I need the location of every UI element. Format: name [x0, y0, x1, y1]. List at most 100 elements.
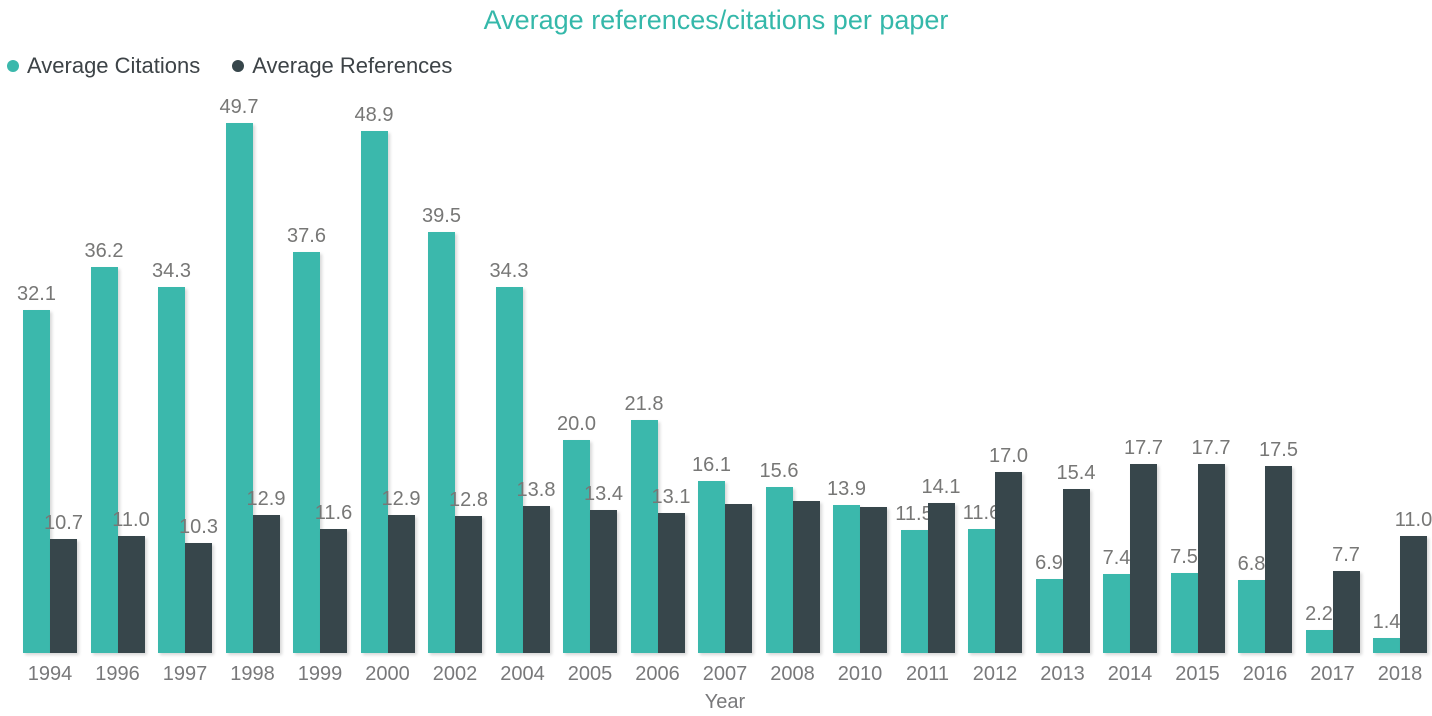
citations-bar-1999[interactable]: 37.6 — [287, 226, 326, 653]
legend-item-label: Average Citations — [27, 53, 201, 78]
legend-dot-icon — [232, 60, 245, 72]
bar-group-2006: 21.8 13.1 — [625, 394, 690, 653]
data-label: 21.8 — [624, 393, 664, 415]
data-label: 11.6 — [962, 502, 1001, 524]
bar-group-1997: 34.3 10.3 — [152, 261, 218, 653]
citations-bar-2018[interactable]: 1.4 — [1373, 612, 1400, 653]
legend-item-average-references[interactable]: Average References — [232, 53, 452, 79]
citations-bar-1996[interactable]: 36.2 — [85, 241, 123, 653]
data-label: 2.2 — [1305, 603, 1333, 625]
plot-area: 32.1 10.7 36.2 11.0 34.3 10.3 49.7 12.9 37.6 11.6… — [17, 93, 1432, 653]
data-label: 1.4 — [1372, 611, 1401, 633]
bar-group-2007: 16.1 — [692, 455, 752, 653]
x-tick-2017: 2017 — [1310, 663, 1355, 685]
data-label: 17.5 — [1259, 439, 1298, 461]
citations-bar-1998[interactable]: 49.7 — [220, 97, 258, 653]
citations-bar-2002[interactable]: 39.5 — [422, 206, 461, 653]
legend-item-label: Average References — [252, 53, 453, 78]
data-label: 12.8 — [449, 489, 488, 511]
bar-group-2010: 13.9 — [827, 479, 887, 653]
data-label: 16.1 — [692, 454, 731, 476]
citations-bar-2010[interactable]: 13.9 — [827, 479, 866, 653]
references-bar-1994[interactable]: 10.7 — [44, 513, 83, 653]
citations-bar-2013[interactable]: 6.9 — [1035, 553, 1063, 653]
references-bar-2017[interactable]: 7.7 — [1332, 545, 1360, 653]
references-bar-2014[interactable]: 17.7 — [1124, 438, 1163, 653]
references-bar-2005[interactable]: 13.4 — [584, 484, 623, 653]
bar-group-1996: 36.2 11.0 — [85, 241, 150, 653]
data-label: 6.8 — [1237, 553, 1266, 575]
references-bar-2008[interactable] — [792, 501, 820, 653]
citations-bar-2017[interactable]: 2.2 — [1305, 604, 1333, 653]
references-bar-2006[interactable]: 13.1 — [652, 487, 690, 653]
data-label: 11.5 — [895, 503, 933, 525]
legend-dot-icon — [7, 60, 19, 72]
references-bar-2018[interactable]: 11.0 — [1395, 510, 1432, 653]
references-bar-2010[interactable] — [860, 507, 887, 653]
data-label: 10.7 — [44, 512, 83, 534]
references-bar-2015[interactable]: 17.7 — [1192, 438, 1230, 653]
citations-bar-2014[interactable]: 7.4 — [1103, 548, 1130, 653]
x-tick-1994: 1994 — [27, 663, 73, 685]
x-tick-2005: 2005 — [567, 663, 613, 685]
bar-group-1994: 32.1 10.7 — [17, 284, 83, 653]
x-tick-2002: 2002 — [432, 663, 478, 685]
data-label: 7.5 — [1170, 546, 1198, 568]
citations-bar-2011[interactable]: 11.5 — [895, 504, 933, 653]
x-tick-2007: 2007 — [702, 663, 748, 685]
data-label: 6.9 — [1035, 552, 1063, 574]
x-tick-2013: 2013 — [1040, 663, 1085, 685]
x-tick-2014: 2014 — [1107, 663, 1153, 685]
bar-group-1999: 37.6 11.6 — [287, 226, 352, 653]
citations-bar-2005[interactable]: 20.0 — [557, 414, 596, 653]
citations-bar-2000[interactable]: 48.9 — [355, 105, 393, 653]
data-label: 36.2 — [84, 240, 124, 262]
citations-bar-2006[interactable]: 21.8 — [625, 394, 663, 653]
citations-bar-2012[interactable]: 11.6 — [963, 503, 1000, 653]
x-tick-2018: 2018 — [1377, 663, 1423, 685]
references-bar-1996[interactable]: 11.0 — [112, 510, 150, 653]
x-tick-1999: 1999 — [297, 663, 343, 685]
references-bar-2007[interactable] — [725, 504, 752, 653]
x-tick-2006: 2006 — [635, 663, 680, 685]
data-label: 34.3 — [152, 260, 191, 282]
references-bar-2000[interactable]: 12.9 — [382, 489, 420, 653]
citations-bar-2016[interactable]: 6.8 — [1238, 554, 1265, 653]
references-bar-2012[interactable]: 17.0 — [989, 446, 1028, 653]
data-label: 15.6 — [759, 460, 799, 482]
data-label: 7.7 — [1332, 544, 1360, 566]
data-label: 20.0 — [557, 413, 596, 435]
citations-bar-2008[interactable]: 15.6 — [760, 461, 798, 653]
x-axis: 1994 1996 1997 1998 1999 2000 2002 2004 2005 2006… — [23, 663, 1427, 686]
data-label: 32.1 — [17, 283, 56, 305]
data-label: 39.5 — [422, 205, 461, 227]
citations-bar-1997[interactable]: 34.3 — [152, 261, 191, 653]
data-label: 17.0 — [989, 445, 1028, 467]
references-bar-2013[interactable]: 15.4 — [1057, 463, 1095, 653]
references-bar-2016[interactable]: 17.5 — [1259, 440, 1298, 653]
bar-group-1998: 49.7 12.9 — [220, 97, 285, 653]
legend-item-average-citations[interactable]: Average Citations — [7, 53, 200, 79]
citations-bar-2015[interactable]: 7.5 — [1170, 547, 1198, 653]
data-label: 48.9 — [354, 104, 394, 126]
references-bar-1998[interactable]: 12.9 — [247, 489, 285, 653]
x-tick-1998: 1998 — [230, 663, 275, 685]
bar-group-2002: 39.5 12.8 — [422, 206, 488, 653]
references-bar-1997[interactable]: 10.3 — [179, 517, 218, 653]
legend: Average Citations Average References — [7, 53, 452, 79]
bar-group-2018: 1.4 11.0 — [1373, 510, 1432, 653]
bar-group-2004: 34.3 13.8 — [490, 261, 555, 653]
x-tick-2011: 2011 — [905, 663, 949, 685]
references-bar-2004[interactable]: 13.8 — [517, 480, 555, 653]
bar-group-2015: 7.5 17.7 — [1170, 438, 1230, 653]
data-label: 12.9 — [246, 488, 286, 510]
references-bar-1999[interactable]: 11.6 — [315, 503, 352, 653]
citations-bar-1994[interactable]: 32.1 — [17, 284, 56, 653]
data-label: 13.9 — [827, 478, 866, 500]
data-label: 15.4 — [1056, 462, 1096, 484]
references-bar-2011[interactable]: 14.1 — [922, 477, 960, 653]
citations-bar-2004[interactable]: 34.3 — [490, 261, 528, 653]
bar-group-2013: 6.9 15.4 — [1035, 463, 1095, 653]
citations-bar-2007[interactable]: 16.1 — [692, 455, 731, 653]
references-bar-2002[interactable]: 12.8 — [449, 490, 488, 653]
